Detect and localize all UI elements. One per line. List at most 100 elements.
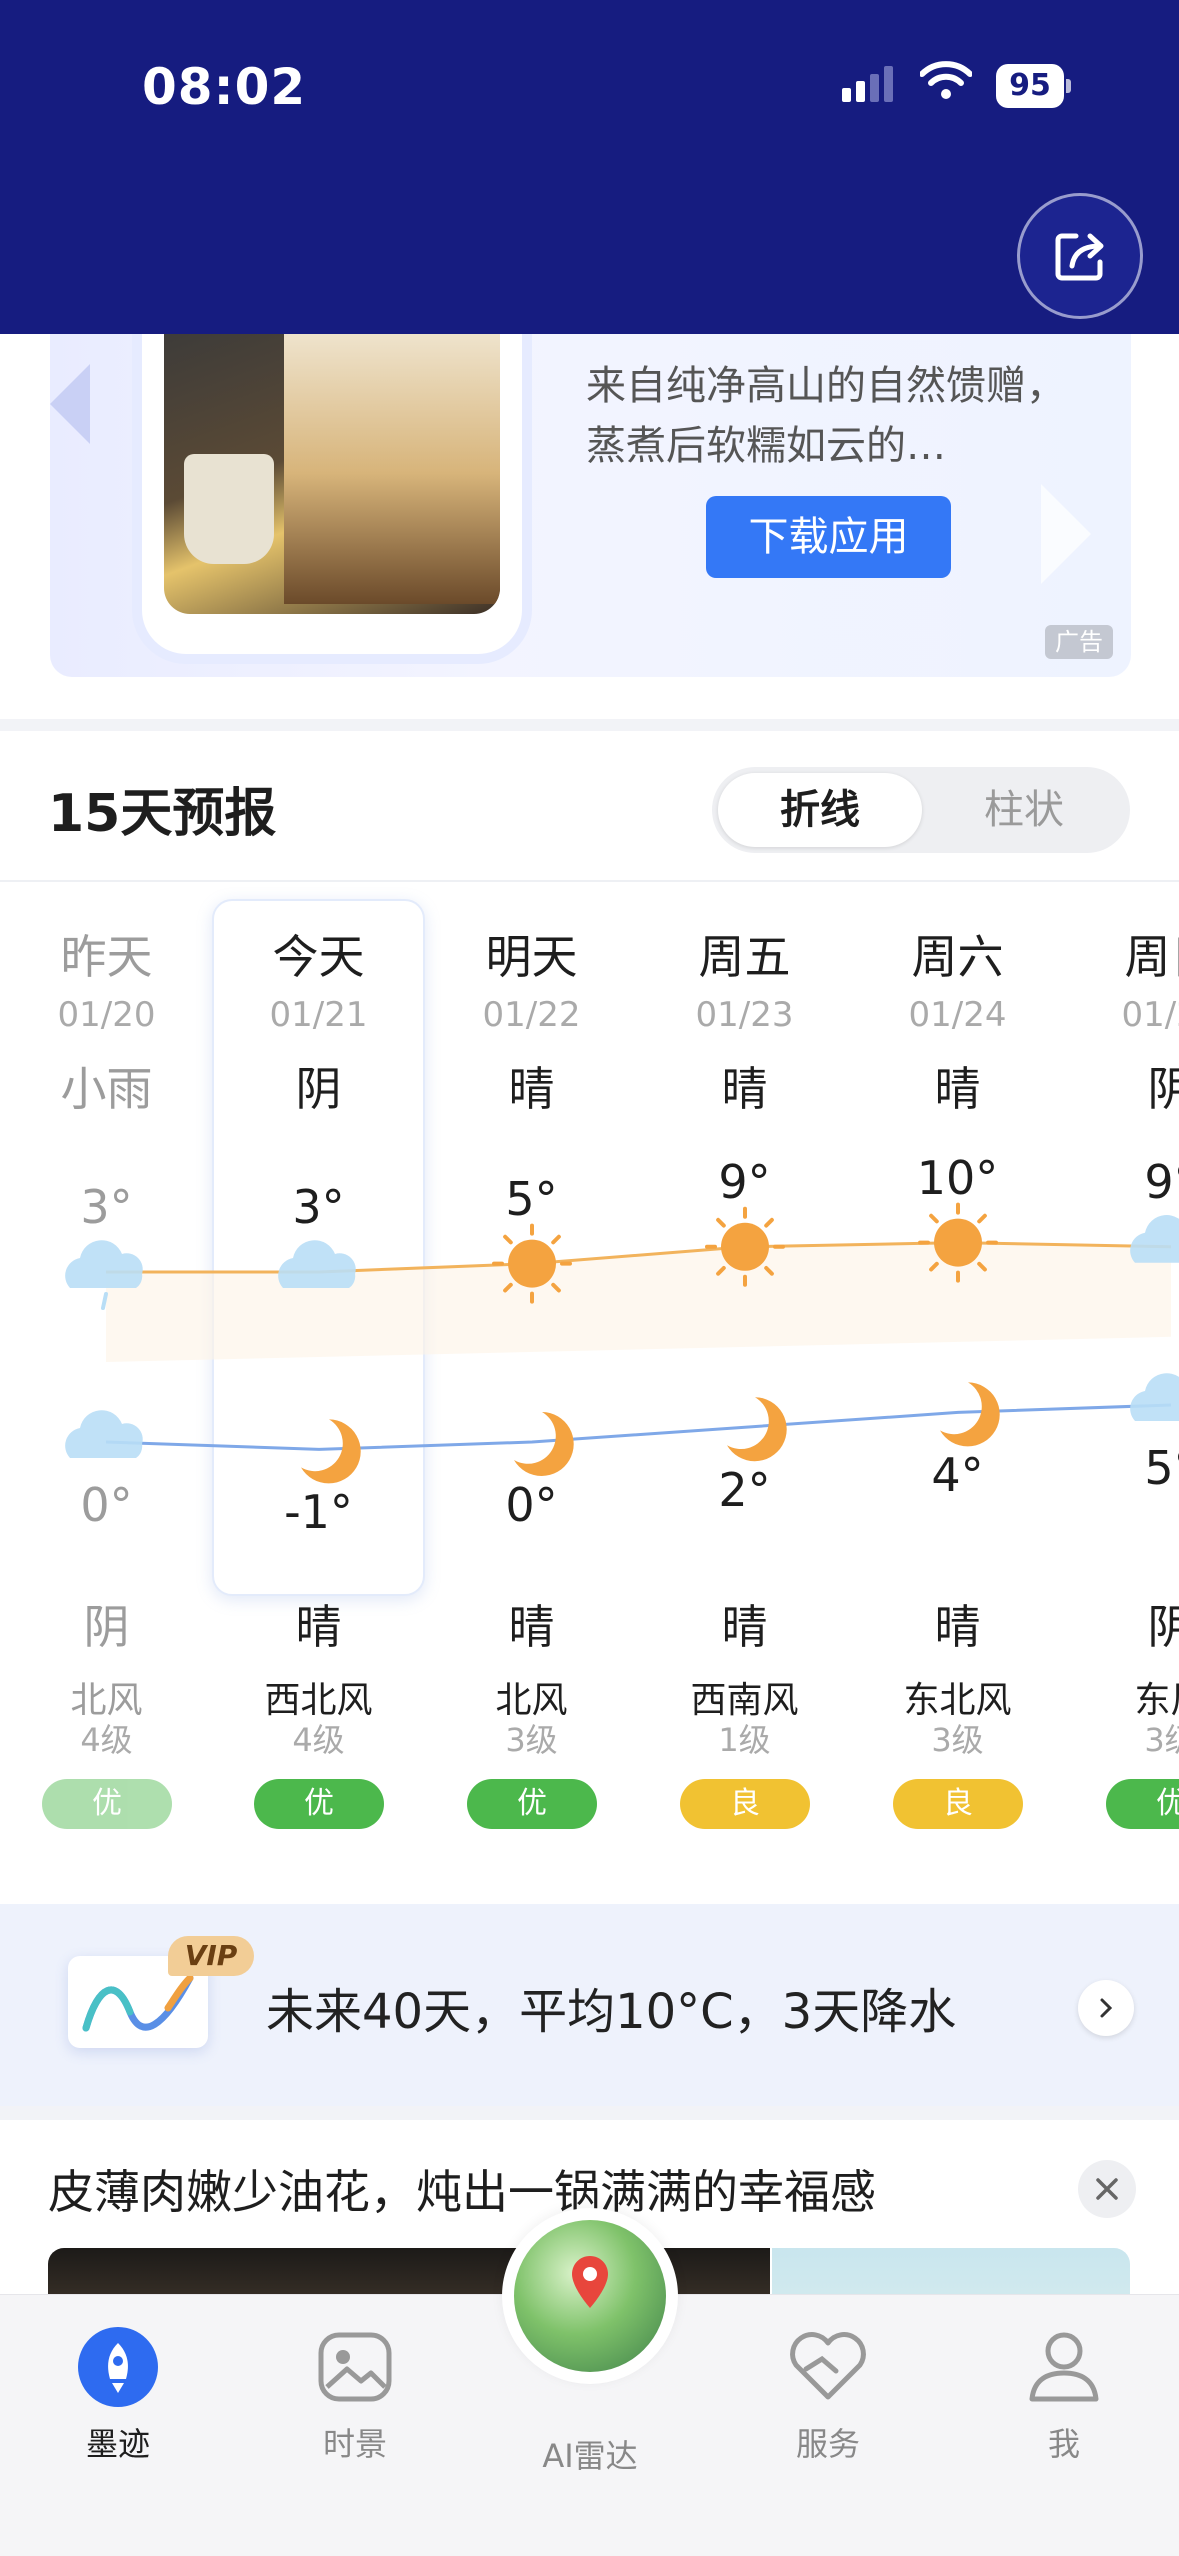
location-pin-icon (572, 2256, 608, 2308)
close-icon[interactable] (1078, 2160, 1136, 2218)
night-weather: 阴 (1147, 1600, 1179, 1654)
tab-services[interactable]: 服务 (748, 2327, 908, 2465)
forecast-day[interactable]: 今天 01/21 阴 3° -1° 晴西北风 4级优 (212, 731, 425, 1904)
night-weather: 晴 (934, 1600, 981, 1654)
day-name: 今天 (272, 930, 365, 984)
day-weather: 阴 (295, 1062, 342, 1116)
forecast-day[interactable]: 昨天 01/20 小雨 3° 0° 阴北风 4级优 (0, 731, 213, 1904)
share-icon (1055, 233, 1104, 281)
forecast-day[interactable]: 周五 01/23 晴 9° 2° 晴西南风 1级良 (638, 731, 851, 1904)
high-temp: 10° (916, 1150, 999, 1205)
forecast-day[interactable]: 周六 01/24 晴 10° 4° 晴东北风 3级良 (851, 731, 1064, 1904)
status-time: 08:02 (142, 58, 307, 116)
chart-type-toggle: 折线 柱状 (712, 767, 1130, 853)
vip-badge: VIP (168, 1936, 254, 1976)
tab-moji[interactable]: 墨迹 (38, 2327, 198, 2465)
moon-icon (940, 1382, 1000, 1447)
sun-icon-ray (929, 1261, 939, 1272)
day-weather: 晴 (721, 1062, 768, 1116)
sun-icon-ray (503, 1282, 513, 1293)
chevron-right-icon[interactable] (1078, 1980, 1134, 2036)
low-temp-line (105, 1403, 1172, 1451)
cloud-icon (278, 1240, 356, 1288)
sun-icon-ray (929, 1213, 939, 1224)
tab-ai-radar[interactable]: AI雷达 (510, 2419, 670, 2477)
tab-label: AI雷达 (542, 2437, 638, 2475)
moon-icon (514, 1412, 574, 1476)
heart-handshake-icon (788, 2327, 868, 2407)
sun-icon-ray (764, 1266, 774, 1276)
ad-label: 广告 (1055, 628, 1103, 656)
header: 08:02 95 (0, 0, 1179, 334)
aqi-badge: 优 (42, 1779, 172, 1829)
sun-icon-ray (977, 1261, 987, 1272)
forecast-day[interactable]: 明天 01/22 晴 5° 0° 晴北风 3级优 (425, 731, 638, 1904)
day-date: 01/23 (695, 995, 794, 1035)
low-temp: 0° (80, 1478, 133, 1532)
day-name: 明天 (485, 930, 578, 984)
high-temp-band (106, 1242, 1171, 1362)
temperature-chart (65, 1202, 1179, 1484)
battery-indicator: 95 (996, 64, 1072, 108)
vip-banner[interactable]: VIP 未来40天，平均10°C，3天降水 (0, 1904, 1179, 2106)
cellular-signal-icon (842, 66, 893, 102)
toggle-bar[interactable]: 柱状 (984, 787, 1064, 833)
vip-forecast-text: 未来40天，平均10°C，3天降水 (266, 1984, 957, 2040)
news-title: 皮薄肉嫩少油花，炖出一锅满满的幸福感 (48, 2165, 876, 2219)
ad-next-arrow-icon (1041, 484, 1091, 584)
aqi-badge: 良 (893, 1779, 1023, 1829)
high-temp: 3° (292, 1180, 345, 1234)
share-button[interactable] (1017, 193, 1143, 319)
radar-globe-icon (514, 2220, 666, 2372)
low-temp: 0° (505, 1478, 558, 1532)
battery-level: 95 (996, 64, 1064, 108)
wind-direction: 东风 (1134, 1680, 1179, 1721)
aqi-badge: 良 (680, 1779, 810, 1829)
rocket-icon (78, 2327, 158, 2407)
ad-banner[interactable]: 来自纯净高山的自然馈赠，蒸煮后软糯如云的… 下载应用 广告 (50, 334, 1131, 677)
forecast-title: 15天预报 (48, 784, 277, 844)
low-temp: -1° (284, 1485, 353, 1540)
wind-direction: 西南风 (690, 1680, 799, 1721)
tab-me[interactable]: 我 (984, 2327, 1144, 2465)
wind-direction: 东北风 (903, 1680, 1012, 1721)
wind-level: 1级 (718, 1721, 771, 1759)
download-app-button[interactable]: 下载应用 (706, 496, 951, 578)
day-weather: 小雨 (60, 1062, 153, 1116)
sun-icon (934, 1218, 982, 1267)
forecast-day[interactable]: 周日 01/25 阴 9° 5° 阴东风3级优 (1064, 731, 1179, 1904)
day-date: 01/22 (482, 995, 581, 1035)
high-temp: 5° (505, 1171, 558, 1226)
high-temp: 3° (80, 1180, 133, 1234)
low-temp: 2° (718, 1463, 771, 1518)
wind-level: 3级 (931, 1721, 984, 1759)
wind-level: 4级 (80, 1721, 133, 1759)
toggle-line[interactable]: 折线 (718, 773, 922, 847)
tab-label: 我 (1047, 2425, 1080, 2463)
aqi-badge: 优 (1106, 1779, 1179, 1829)
ad-prev-arrow-icon (50, 364, 90, 444)
divider (0, 880, 1179, 882)
tab-scenery[interactable]: 时景 (275, 2327, 435, 2465)
night-weather: 晴 (508, 1600, 555, 1654)
high-temp: 9° (718, 1154, 771, 1209)
low-temp: 4° (931, 1448, 984, 1503)
ad-section: 来自纯净高山的自然馈赠，蒸煮后软糯如云的… 下载应用 广告 (0, 334, 1179, 719)
cloud-icon (1130, 1215, 1179, 1263)
day-weather: 晴 (508, 1062, 555, 1116)
moon-icon (301, 1419, 361, 1484)
sun-icon-ray (977, 1213, 987, 1224)
day-name: 昨天 (60, 930, 153, 984)
day-weather: 晴 (934, 1062, 981, 1116)
night-weather: 晴 (721, 1600, 768, 1654)
sun-icon-ray (716, 1266, 726, 1276)
wind-direction: 北风 (495, 1680, 568, 1721)
night-weather: 晴 (295, 1600, 342, 1654)
ai-radar-button[interactable] (502, 2208, 678, 2384)
wind-level: 3级 (1144, 1721, 1179, 1759)
sun-icon-ray (764, 1217, 774, 1228)
aqi-badge: 优 (467, 1779, 597, 1829)
ad-description: 来自纯净高山的自然馈赠，蒸煮后软糯如云的… (586, 363, 1066, 469)
ad-tag[interactable]: 广告 (1045, 625, 1113, 659)
low-temp: 5° (1144, 1441, 1179, 1495)
